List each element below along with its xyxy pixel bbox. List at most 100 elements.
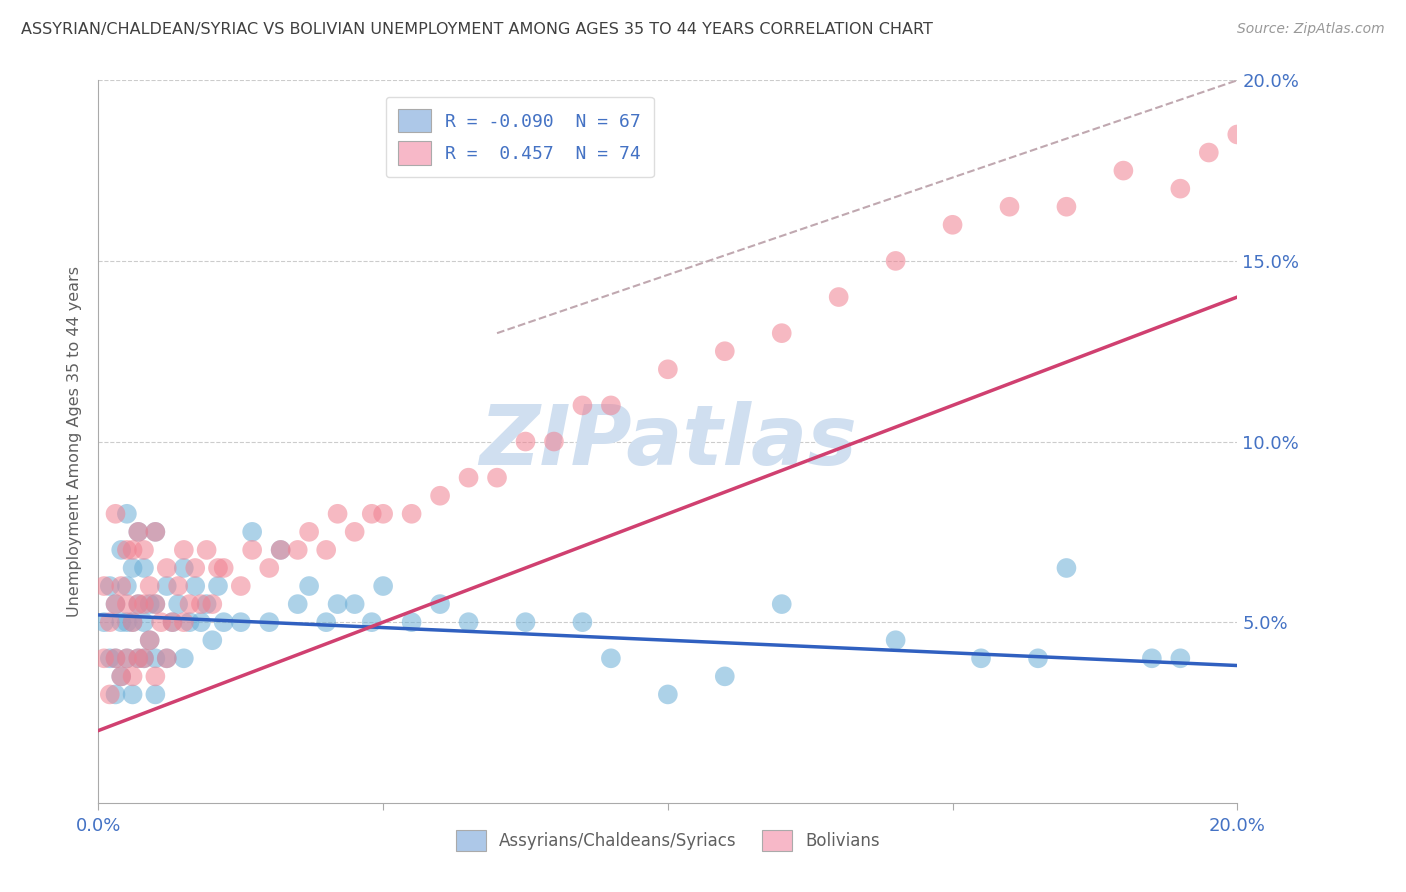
Point (173, 561, 195, 575)
Point (942, 218, 965, 232)
Point (457, 615, 479, 630)
Point (162, 615, 184, 630)
Point (298, 524, 321, 539)
Point (173, 615, 195, 630)
Point (201, 597, 224, 611)
Point (373, 507, 395, 521)
Point (714, 344, 737, 359)
Point (429, 597, 451, 611)
Point (657, 687, 679, 701)
Point (1140, 651, 1163, 665)
Point (138, 579, 160, 593)
Y-axis label: Unemployment Among Ages 35 to 44 years: Unemployment Among Ages 35 to 44 years (67, 266, 83, 617)
Point (457, 471, 479, 485)
Point (1170, 182, 1192, 196)
Point (104, 597, 127, 611)
Point (145, 651, 167, 665)
Text: ASSYRIAN/CHALDEAN/SYRIAC VS BOLIVIAN UNEMPLOYMENT AMONG AGES 35 TO 44 YEARS CORR: ASSYRIAN/CHALDEAN/SYRIAC VS BOLIVIAN UNE… (21, 22, 934, 37)
Point (138, 633, 160, 648)
Point (156, 651, 179, 665)
Point (298, 579, 321, 593)
Point (115, 542, 138, 557)
Point (156, 579, 179, 593)
Point (657, 362, 679, 376)
Point (121, 669, 143, 683)
Point (259, 615, 281, 630)
Point (121, 615, 143, 630)
Point (115, 507, 138, 521)
Point (127, 597, 149, 611)
Point (93, 615, 115, 630)
Point (145, 687, 167, 701)
Point (1170, 651, 1192, 665)
Point (110, 542, 132, 557)
Point (104, 507, 127, 521)
Point (401, 507, 423, 521)
Point (173, 542, 195, 557)
Point (179, 597, 201, 611)
Point (970, 651, 993, 665)
Point (115, 579, 138, 593)
Point (212, 561, 235, 575)
Point (229, 615, 252, 630)
Point (93, 579, 115, 593)
Point (132, 561, 155, 575)
Point (115, 651, 138, 665)
Point (1056, 561, 1078, 575)
Point (1198, 145, 1220, 160)
Point (270, 542, 292, 557)
Point (115, 651, 138, 665)
Point (884, 633, 907, 648)
Point (190, 615, 212, 630)
Point (326, 507, 349, 521)
Point (714, 669, 737, 683)
Point (115, 615, 138, 630)
Point (240, 524, 263, 539)
Point (315, 542, 337, 557)
Point (132, 615, 155, 630)
Point (167, 597, 190, 611)
Point (98, 579, 121, 593)
Point (1312, 73, 1334, 87)
Point (360, 507, 382, 521)
Point (127, 651, 149, 665)
Point (207, 561, 229, 575)
Point (110, 669, 132, 683)
Point (229, 579, 252, 593)
Point (259, 561, 281, 575)
Point (132, 597, 155, 611)
Point (145, 597, 167, 611)
Point (360, 615, 382, 630)
Point (184, 561, 207, 575)
Point (1112, 163, 1135, 178)
Text: Source: ZipAtlas.com: Source: ZipAtlas.com (1237, 22, 1385, 37)
Point (110, 669, 132, 683)
Point (104, 687, 127, 701)
Point (98, 687, 121, 701)
Point (127, 651, 149, 665)
Point (326, 597, 349, 611)
Point (195, 597, 218, 611)
Point (138, 633, 160, 648)
Point (138, 597, 160, 611)
Point (515, 615, 537, 630)
Point (884, 254, 907, 268)
Point (104, 597, 127, 611)
Point (190, 597, 212, 611)
Text: ZIPatlas: ZIPatlas (479, 401, 856, 482)
Point (127, 524, 149, 539)
Point (207, 579, 229, 593)
Point (156, 651, 179, 665)
Point (121, 687, 143, 701)
Point (156, 561, 179, 575)
Point (315, 615, 337, 630)
Point (127, 597, 149, 611)
Point (121, 615, 143, 630)
Point (132, 651, 155, 665)
Point (770, 326, 793, 340)
Point (1026, 651, 1049, 665)
Point (145, 597, 167, 611)
Point (115, 597, 138, 611)
Point (98, 615, 121, 630)
Point (1056, 200, 1078, 214)
